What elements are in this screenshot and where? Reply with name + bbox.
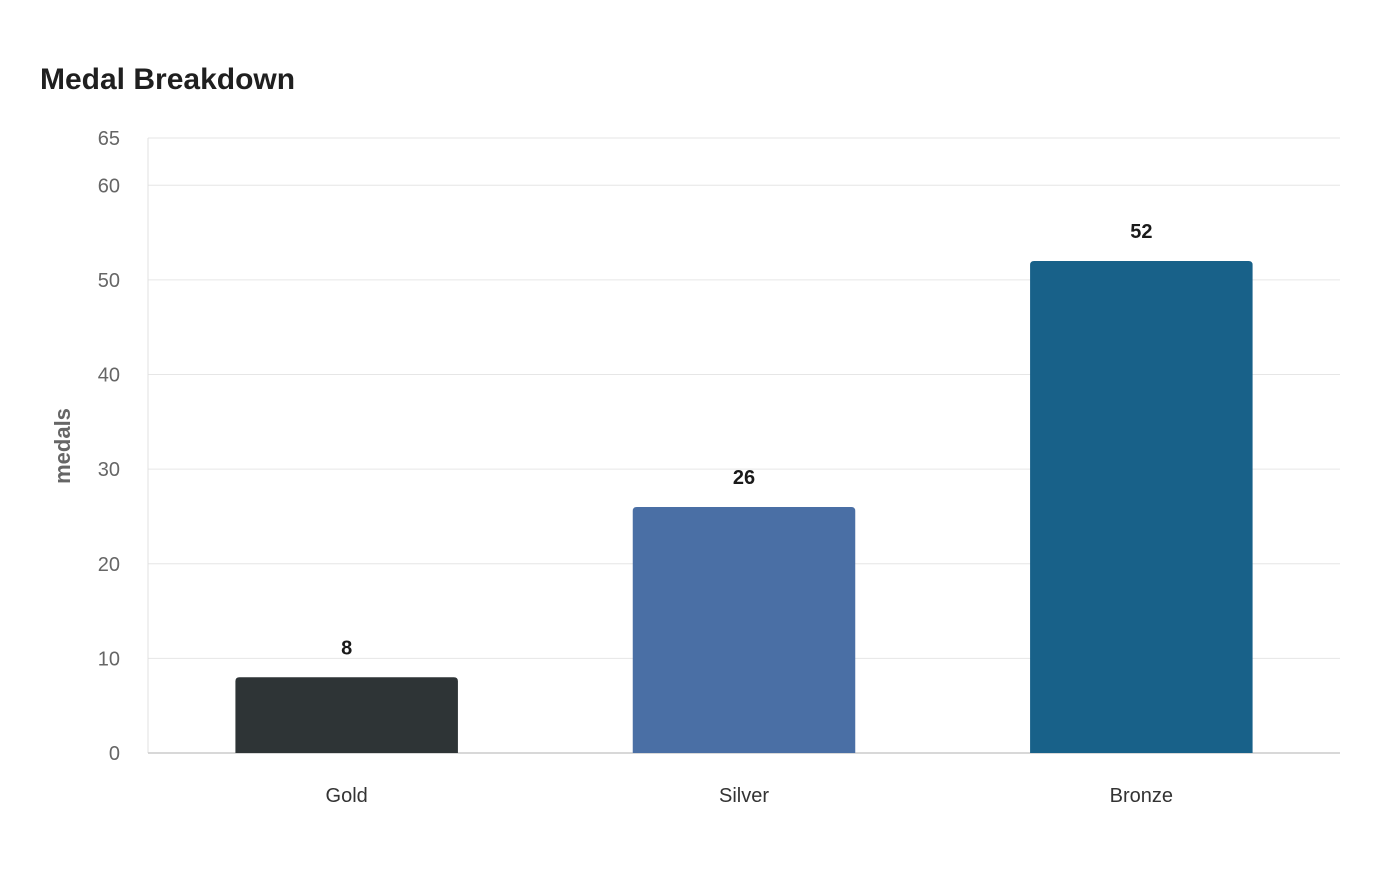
bar-silver [632, 507, 856, 753]
x-tick-label-bronze: Bronze [1110, 785, 1173, 807]
y-tick-label: 20 [98, 554, 120, 576]
data-label-gold: 8 [341, 637, 352, 659]
y-tick-label: 50 [98, 270, 120, 292]
y-axis-title: medals [50, 408, 75, 484]
y-tick-label: 65 [98, 128, 120, 150]
chart-title: Medal Breakdown [40, 63, 296, 96]
bar-bronze [1030, 261, 1253, 753]
y-tick-label: 0 [109, 743, 120, 765]
data-labels: 8 26 52 [341, 221, 1152, 659]
data-label-silver: 26 [733, 467, 755, 489]
y-tick-labels: 0 10 20 30 40 50 60 65 [98, 128, 120, 765]
y-tick-label: 30 [98, 459, 120, 481]
x-tick-label-gold: Gold [326, 785, 368, 807]
data-label-bronze: 52 [1130, 221, 1152, 243]
y-tick-label: 40 [98, 365, 120, 387]
y-tick-label: 60 [98, 175, 120, 197]
bar-gold [235, 677, 458, 753]
bars [235, 261, 1253, 753]
y-tick-label: 10 [98, 648, 120, 670]
x-tick-labels: Gold Silver Bronze [326, 785, 1173, 807]
x-tick-label-silver: Silver [719, 785, 769, 807]
